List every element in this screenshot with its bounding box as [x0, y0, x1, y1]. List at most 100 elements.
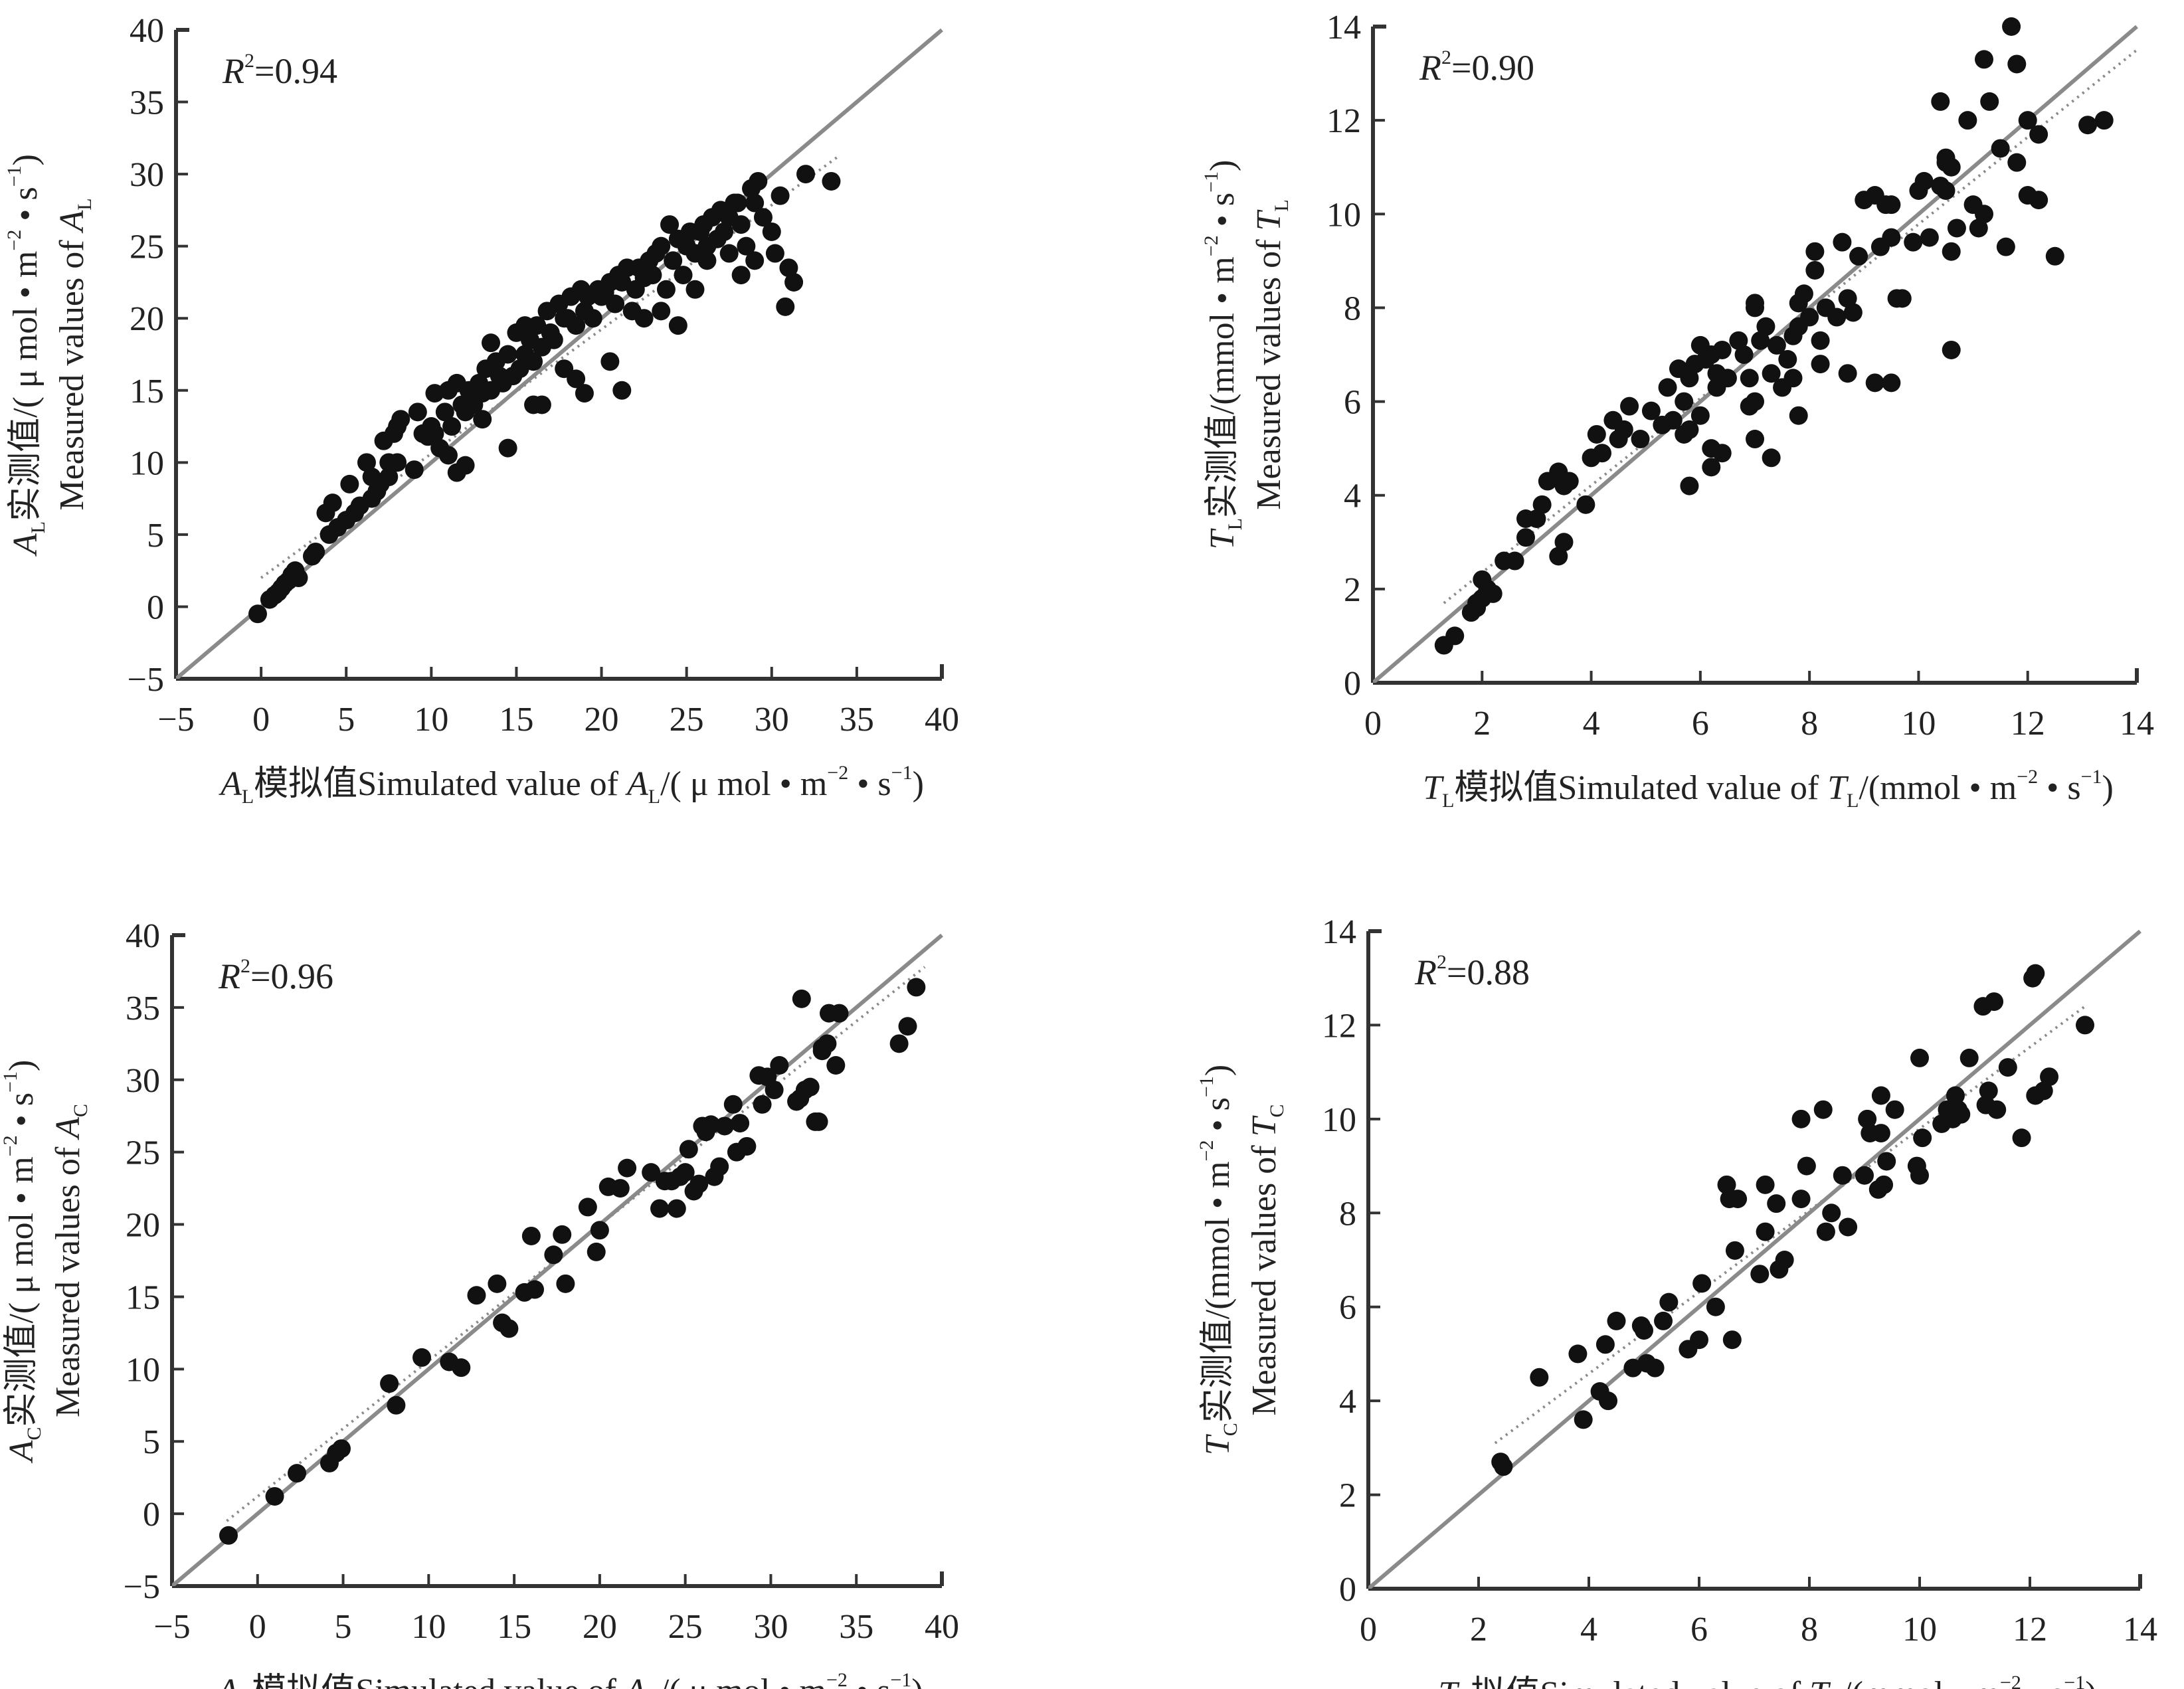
- data-point: [1725, 1241, 1744, 1260]
- data-point: [642, 1163, 661, 1182]
- data-point: [583, 309, 602, 328]
- data-point: [1527, 509, 1546, 528]
- data-point: [652, 302, 671, 321]
- data-point: [1473, 570, 1492, 589]
- label-part: −1: [1200, 171, 1222, 193]
- data-point: [1663, 410, 1683, 430]
- x-tick-label: 8: [1801, 1611, 1818, 1648]
- data-point: [1811, 355, 1830, 374]
- data-point: [2007, 54, 2027, 74]
- x-tick-label: 0: [252, 701, 270, 739]
- label-part: A: [7, 533, 45, 557]
- y-tick-label: 40: [126, 917, 160, 955]
- data-point: [1910, 1166, 1929, 1185]
- label-part: −1: [3, 165, 25, 187]
- x-axis-title: TC拟值Simulated value of TC/(mmol • m−2 • …: [1438, 1672, 2096, 1689]
- data-point: [524, 352, 543, 371]
- data-point: [1931, 92, 1950, 111]
- label-part: T: [1809, 1675, 1831, 1689]
- x-tick-label: 35: [839, 1608, 873, 1646]
- y-tick-label: 15: [130, 373, 164, 410]
- label-part: Measured values of: [1250, 231, 1288, 510]
- label-part: −1: [0, 1071, 21, 1093]
- label-part: T: [1438, 1675, 1459, 1689]
- identity-line: [1368, 929, 2141, 1589]
- data-point: [473, 410, 492, 429]
- data-point: [779, 258, 798, 278]
- y-axis-title-line1: TC实测值/(mmol • m−2 • s−1): [1196, 1065, 1241, 1455]
- data-point: [689, 1174, 709, 1194]
- x-tick-label: 0: [1364, 705, 1382, 743]
- y-tick-label: 5: [147, 517, 164, 555]
- data-point: [634, 309, 654, 328]
- data-point: [1756, 1222, 1775, 1241]
- label-part: L: [1224, 518, 1246, 530]
- data-point: [907, 978, 926, 997]
- label-part: A: [219, 765, 242, 803]
- y-tick-label: 0: [1344, 665, 1361, 703]
- label-part: /( μ mol • m: [7, 251, 45, 418]
- x-tick-label: 2: [1470, 1611, 1487, 1648]
- y-tick-label: −5: [124, 1568, 160, 1606]
- x-tick-label: 5: [335, 1608, 352, 1646]
- data-point: [1958, 111, 1977, 130]
- y-tick-label: 14: [1326, 9, 1361, 46]
- label-part: L: [648, 786, 660, 808]
- label-part: 模拟值: [1454, 769, 1558, 807]
- data-point: [1855, 1166, 1874, 1185]
- fit-line: [226, 966, 926, 1522]
- x-tick-label: 20: [585, 701, 619, 739]
- data-point: [1858, 1109, 1877, 1128]
- data-point: [2040, 1067, 2059, 1087]
- label-part: 实测值: [7, 418, 45, 521]
- data-point: [1838, 289, 1857, 308]
- data-point: [812, 1038, 832, 1057]
- data-point: [1767, 335, 1786, 355]
- label-part: 模拟值: [252, 1672, 355, 1689]
- x-tick-label: 30: [755, 701, 789, 739]
- label-part: R: [1414, 952, 1437, 992]
- label-part: C: [70, 1104, 92, 1117]
- data-point: [575, 384, 594, 403]
- data-point: [652, 236, 671, 256]
- data-point: [612, 272, 632, 292]
- x-tick-label: 20: [583, 1608, 617, 1646]
- data-point: [452, 1358, 471, 1378]
- label-part: L: [74, 198, 96, 210]
- r2-label: R2=0.94: [222, 50, 337, 91]
- label-part: −2: [826, 1669, 848, 1689]
- data-point: [723, 1095, 743, 1114]
- data-point: [1680, 369, 1699, 388]
- data-point: [567, 369, 586, 389]
- label-part: 2: [244, 50, 254, 72]
- data-point: [731, 1114, 750, 1133]
- label-part: −2: [3, 230, 25, 251]
- data-point: [822, 171, 841, 191]
- data-point: [1740, 369, 1759, 388]
- y-tick-label: 20: [126, 1207, 160, 1245]
- x-tick-label: 25: [670, 701, 704, 739]
- x-tick-label: 0: [249, 1608, 266, 1646]
- data-point: [1762, 448, 1781, 468]
- data-point: [1805, 260, 1825, 280]
- data-point: [1560, 472, 1579, 491]
- data-point: [498, 438, 517, 458]
- data-point: [510, 359, 529, 379]
- label-part: 模拟值: [254, 765, 357, 803]
- data-point: [265, 1486, 284, 1506]
- data-point: [1767, 1194, 1786, 1213]
- y-tick-label: 20: [130, 300, 164, 338]
- data-point: [1882, 228, 1901, 247]
- data-point: [715, 222, 734, 241]
- y-axis-title-line2: Measured values of TC: [1245, 1104, 1288, 1415]
- data-point: [590, 1221, 609, 1240]
- data-point: [1794, 284, 1813, 304]
- y-tick-label: 25: [130, 228, 164, 266]
- fit-line: [1443, 48, 2138, 604]
- data-point: [1996, 237, 2015, 256]
- data-point: [331, 1439, 351, 1459]
- y-tick-label: 35: [130, 84, 164, 122]
- data-point: [544, 1245, 563, 1265]
- data-point: [1690, 1330, 1708, 1350]
- y-tick-label: 6: [1344, 384, 1361, 422]
